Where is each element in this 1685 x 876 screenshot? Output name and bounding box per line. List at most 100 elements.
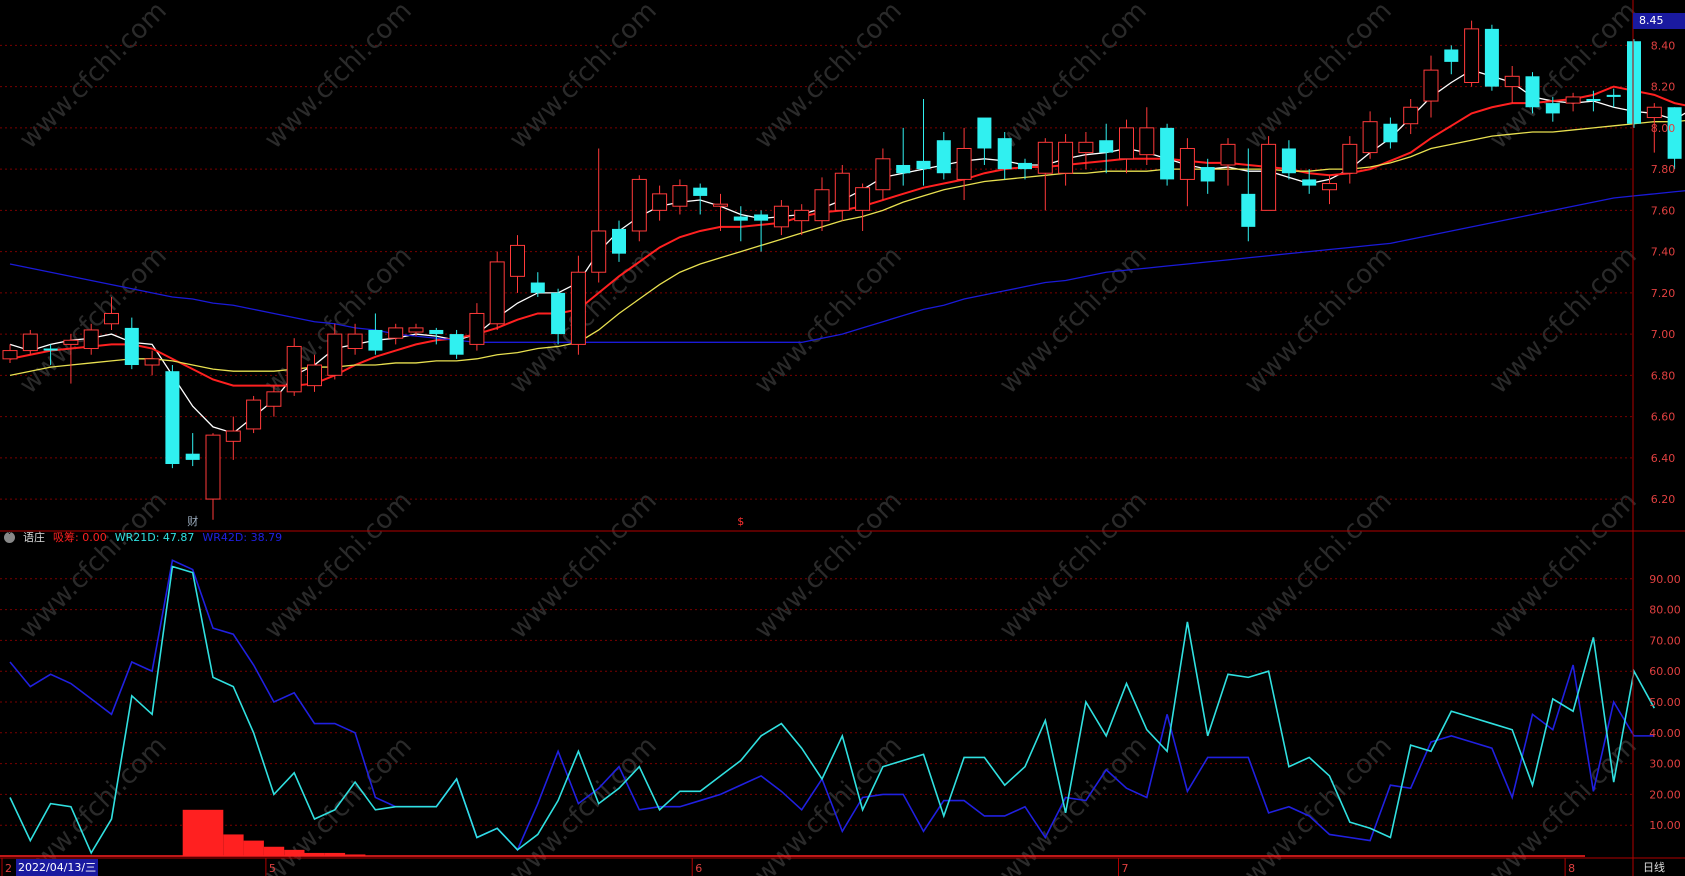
accumulation-bar	[324, 852, 346, 856]
indicator-line-wr42d	[9, 559, 1655, 852]
watermark-text: www.cfchi.com	[994, 486, 1153, 645]
candle-body	[896, 164, 911, 174]
accumulation-bar	[203, 809, 224, 856]
candle-body	[1200, 167, 1215, 182]
price-tick-label: 7.20	[1651, 287, 1676, 300]
candle-body	[286, 345, 302, 393]
price-tick-label: 6.20	[1651, 493, 1676, 506]
candle-body	[1342, 143, 1358, 174]
watermark-text: www.cfchi.com	[14, 731, 173, 876]
candle-body	[266, 391, 282, 407]
candle-body	[936, 140, 951, 174]
indicator-name[interactable]: 语庄	[23, 531, 45, 544]
candle-body	[1078, 141, 1094, 154]
cursor-date-badge: 2022/04/13/三	[16, 859, 99, 876]
collapse-icon[interactable]: ˅	[4, 531, 15, 543]
candle-body	[551, 292, 566, 335]
candle-body	[875, 158, 891, 191]
candle-body	[225, 430, 241, 442]
accumulation-bar	[263, 846, 285, 856]
candle-body	[205, 434, 221, 500]
price-tick-label: 6.60	[1651, 411, 1676, 424]
candle-body	[834, 172, 850, 211]
indicator-value-wr42d: WR42D: 38.79	[202, 530, 283, 544]
candle-body	[570, 271, 586, 345]
watermark-text: www.cfchi.com	[14, 486, 173, 645]
watermark-text: www.cfchi.com	[259, 0, 418, 155]
price-tick-label: 8.00	[1651, 122, 1676, 135]
candle-body	[104, 312, 119, 325]
indicator-tick-label: 10.00	[1649, 819, 1681, 832]
watermark-text: www.cfchi.com	[994, 241, 1153, 400]
watermark-text: www.cfchi.com	[994, 731, 1153, 876]
candle-body	[1302, 179, 1317, 186]
candle-body	[612, 228, 626, 254]
candle-body	[22, 333, 38, 352]
candle-body	[1464, 28, 1480, 83]
watermark-text: www.cfchi.com	[1239, 731, 1398, 876]
candle-body	[1261, 143, 1277, 211]
watermark-text: www.cfchi.com	[504, 486, 663, 645]
indicator-tick-label: 70.00	[1649, 634, 1681, 647]
candle-body	[1484, 28, 1499, 87]
candle-body	[1504, 75, 1520, 88]
accumulation-bar	[223, 834, 244, 856]
candle-body	[307, 364, 322, 387]
candle-body	[1646, 106, 1662, 119]
candle-body	[1545, 103, 1560, 114]
price-tick-label: 7.00	[1651, 328, 1676, 341]
period-selector[interactable]: 日线	[1643, 861, 1665, 874]
price-tick-label: 8.20	[1651, 81, 1676, 94]
candle-body	[977, 117, 992, 149]
indicator-line-wr21d	[9, 565, 1656, 855]
candle-body	[1139, 127, 1155, 156]
candle-body	[713, 203, 728, 207]
candle-body	[1362, 121, 1378, 154]
event-marker: $	[737, 515, 744, 528]
candle-body	[408, 327, 424, 333]
candle-body	[165, 371, 180, 465]
candle-body	[185, 453, 200, 460]
watermark-text: www.cfchi.com	[504, 0, 663, 155]
indicator-series	[9, 559, 1656, 856]
candle-body	[2, 350, 18, 360]
candle-body	[855, 187, 871, 211]
accumulation-bar	[182, 809, 203, 856]
month-label: 2	[5, 862, 12, 875]
candle-body	[1525, 76, 1540, 108]
price-tick-label: 7.80	[1651, 163, 1676, 176]
price-tick-label: 7.40	[1651, 246, 1676, 259]
event-marker: 财	[187, 514, 198, 528]
watermark-text: www.cfchi.com	[1484, 241, 1643, 400]
watermark-text: www.cfchi.com	[259, 486, 418, 645]
candle-body	[672, 185, 688, 207]
candle-body	[1220, 143, 1236, 166]
candle-body	[388, 327, 404, 339]
indicator-value-wr21d: WR21D: 47.87	[114, 530, 195, 544]
moving-average-line	[9, 190, 1685, 343]
candle-body	[43, 348, 58, 351]
candle-body	[63, 339, 79, 345]
candle-body	[1241, 193, 1256, 227]
candle-body	[1099, 140, 1114, 153]
candle-body	[489, 261, 505, 325]
candle-body	[733, 216, 748, 221]
candle-body	[652, 193, 668, 211]
candle-body	[1037, 141, 1053, 174]
candle-body	[916, 160, 931, 170]
candle-body	[1018, 162, 1032, 170]
watermark-text: www.cfchi.com	[259, 241, 418, 400]
indicator-tick-label: 80.00	[1649, 604, 1681, 617]
watermark-text: www.cfchi.com	[749, 486, 908, 645]
candle-body	[246, 399, 262, 430]
candle-body	[368, 329, 383, 351]
candle-body	[1058, 141, 1074, 174]
current-price-badge: 8.45	[1633, 13, 1685, 29]
candle-body	[1627, 41, 1641, 124]
candle-body	[754, 214, 769, 221]
watermark-text: www.cfchi.com	[749, 0, 908, 155]
candle-body	[631, 178, 647, 232]
moving-average-line	[9, 119, 1685, 376]
watermark-text: www.cfchi.com	[504, 731, 663, 876]
